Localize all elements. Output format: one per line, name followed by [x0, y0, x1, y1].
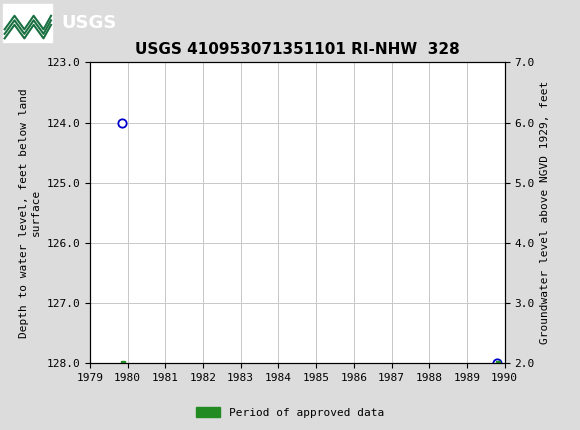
FancyBboxPatch shape	[3, 3, 52, 42]
Title: USGS 410953071351101 RI-NHW  328: USGS 410953071351101 RI-NHW 328	[135, 42, 459, 57]
Text: USGS: USGS	[61, 14, 116, 31]
Legend: Period of approved data: Period of approved data	[191, 403, 389, 422]
Y-axis label: Groundwater level above NGVD 1929, feet: Groundwater level above NGVD 1929, feet	[540, 81, 550, 344]
Y-axis label: Depth to water level, feet below land
surface: Depth to water level, feet below land su…	[19, 88, 41, 338]
